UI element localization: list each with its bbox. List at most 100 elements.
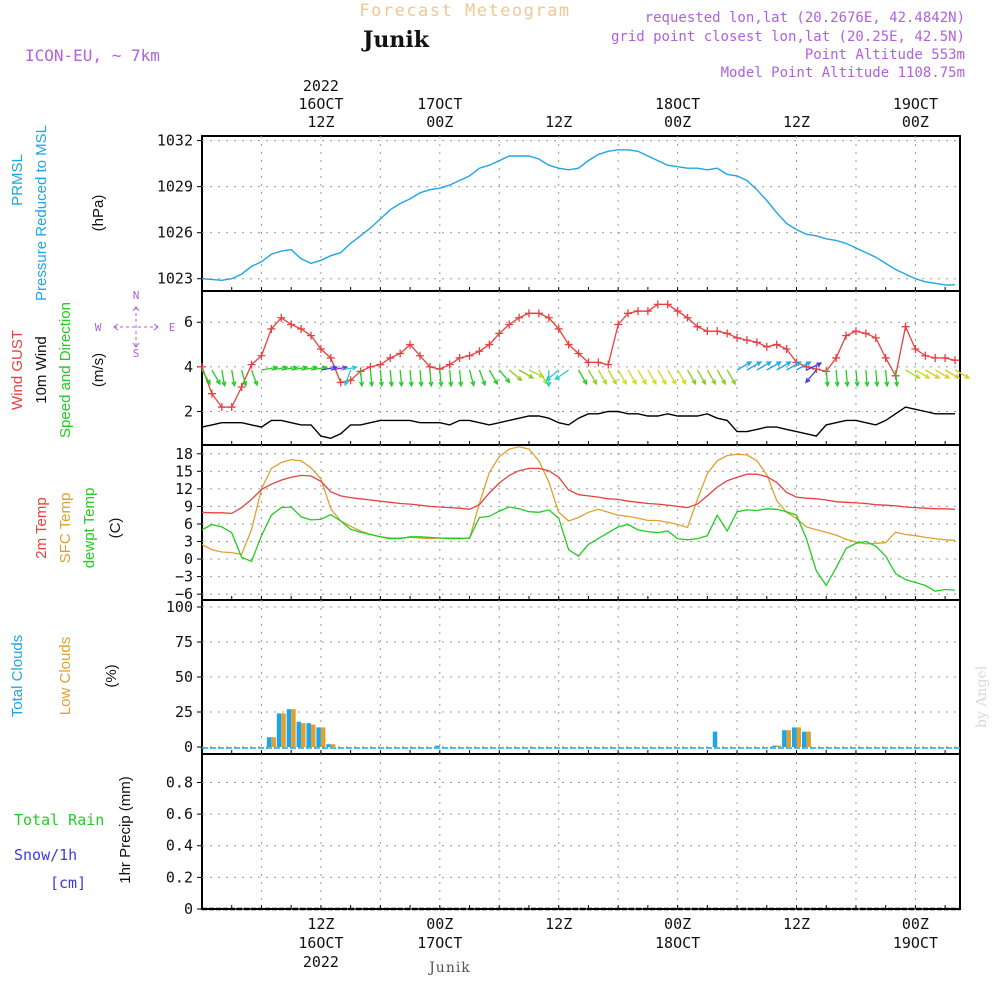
- wind-direction-arrow: [805, 369, 817, 383]
- axis-label: Total Clouds: [9, 635, 26, 718]
- gust-marker: [812, 365, 821, 374]
- gust-marker: [326, 353, 335, 362]
- wind-arrow-head: [388, 381, 394, 388]
- axis-label: (hPa): [90, 195, 107, 232]
- point-altitude: Point Altitude 553m: [805, 47, 965, 63]
- wind-arrow-head: [215, 379, 221, 386]
- wind-direction-arrow: [518, 369, 534, 379]
- legend-total-rain: Total Rain: [14, 811, 104, 829]
- wind-arrow-head: [816, 362, 823, 368]
- gust-marker: [643, 307, 652, 316]
- wind-direction-arrow: [716, 369, 726, 385]
- wind-arrow-head: [359, 381, 365, 388]
- gust-marker: [534, 309, 543, 318]
- wind-direction-arrow: [756, 361, 772, 371]
- wind-direction-arrow: [201, 369, 211, 385]
- compass-rose: N S W E: [95, 289, 176, 360]
- wind-arrow-head: [914, 373, 921, 379]
- gust-marker: [633, 307, 642, 316]
- axis-label: 10m Wind: [33, 336, 50, 404]
- gust-marker: [485, 340, 494, 349]
- gust-marker: [247, 360, 256, 369]
- wind-direction-arrow: [637, 369, 647, 385]
- gust-marker: [673, 307, 682, 316]
- temp-2m-line: [201, 467, 956, 515]
- axis-label: Pressure Reduced to MSL: [33, 125, 50, 301]
- bottom-time-label: 00Z: [902, 915, 929, 933]
- wind-direction-arrow: [241, 369, 247, 386]
- wind-arrow-head: [582, 379, 588, 386]
- wind-arrow-head: [398, 381, 404, 388]
- sfc-temp-line: [201, 446, 956, 556]
- gust-marker: [782, 345, 791, 354]
- wind-direction-arrow: [300, 366, 317, 371]
- gust-marker: [703, 327, 712, 336]
- bottom-time-label: 18OCT: [655, 934, 700, 952]
- gust-marker: [237, 382, 246, 391]
- total-cloud-bar: [435, 745, 440, 747]
- gust-marker: [257, 351, 266, 360]
- gust-marker: [574, 349, 583, 358]
- wind-arrow-head: [954, 373, 961, 379]
- gust-marker: [772, 340, 781, 349]
- wind-direction-arrow: [409, 369, 413, 386]
- gust-marker: [683, 313, 692, 322]
- wind-direction-arrow: [865, 369, 868, 386]
- wind-arrow-head: [205, 379, 211, 386]
- wind-arrow-head: [622, 379, 627, 386]
- y-tick-label: 4: [184, 358, 193, 376]
- bottom-time-label: 00Z: [664, 915, 691, 933]
- compass-n: N: [133, 289, 140, 302]
- y-tick-label: 1029: [157, 178, 193, 196]
- axis-label: SFC Temp: [57, 493, 74, 564]
- wind-arrow-head: [944, 373, 951, 379]
- bottom-time-label: 2022: [303, 953, 339, 971]
- axis-label: (C): [107, 518, 124, 539]
- gust-marker: [742, 336, 751, 345]
- model-altitude: Model Point Altitude 1108.75m: [721, 65, 965, 81]
- wind-direction-arrow: [379, 369, 383, 386]
- gust-marker: [277, 313, 286, 322]
- axis-label: Low Clouds: [57, 637, 74, 715]
- wind-direction-arrow: [488, 369, 498, 385]
- wind-direction-arrow: [291, 366, 308, 371]
- total-cloud-bar: [276, 713, 282, 747]
- gust-marker: [415, 351, 424, 360]
- gust-marker: [267, 324, 276, 333]
- top-time-label: 17OCT: [417, 95, 462, 113]
- low-cloud-bar: [786, 730, 792, 747]
- low-cloud-bar: [301, 723, 306, 747]
- wind-direction-arrow: [221, 369, 226, 386]
- wind-speed-line: [201, 406, 955, 440]
- wind-arrow-head: [631, 379, 637, 386]
- wind-arrow-head: [661, 379, 667, 386]
- gust-marker: [733, 333, 742, 342]
- gust-marker: [336, 378, 345, 387]
- wind-direction-arrow: [934, 369, 950, 379]
- wind-direction-arrow: [419, 369, 423, 386]
- wind-direction-arrow: [250, 369, 258, 386]
- wind-direction-arrow: [696, 369, 706, 385]
- pressure-line: [201, 149, 955, 286]
- wind-arrow-head: [854, 381, 860, 388]
- wind-arrow-head: [458, 381, 464, 388]
- wind-direction-arrow: [954, 369, 970, 379]
- gust-marker: [406, 340, 415, 349]
- gust-marker: [624, 309, 633, 318]
- y-tick-label: 0: [184, 550, 193, 568]
- panel-frame: [201, 753, 961, 910]
- wind-arrow-head: [505, 377, 511, 384]
- gust-marker: [663, 300, 672, 309]
- wind-direction-arrow: [458, 369, 462, 386]
- wind-arrow-head: [231, 381, 237, 388]
- wind-direction-arrow: [468, 369, 475, 386]
- wind-direction-arrow: [320, 366, 337, 371]
- wind-direction-arrow: [399, 369, 403, 386]
- wind-direction-arrow: [736, 361, 752, 371]
- low-cloud-bar: [330, 744, 336, 747]
- wind-direction-arrow: [607, 369, 617, 385]
- low-cloud-bar: [796, 727, 802, 747]
